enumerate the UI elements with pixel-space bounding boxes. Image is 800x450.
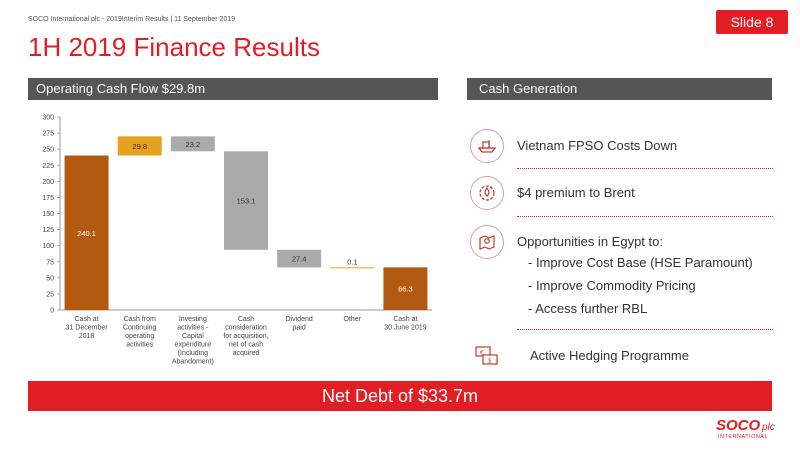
- x-tick-label: paid: [293, 325, 306, 332]
- x-tick-label: for acquisition,: [223, 333, 268, 340]
- waterfall-bar: [330, 267, 375, 269]
- page-title: 1H 2019 Finance Results: [28, 32, 320, 62]
- x-tick-label: operating: [125, 333, 154, 340]
- cash-gen-text-4: Active Hedging Programme: [530, 348, 689, 363]
- y-tick-label: 0: [50, 308, 54, 315]
- x-tick-label: 30 June 2019: [384, 325, 427, 332]
- x-tick-label: 31 December: [66, 325, 109, 332]
- waterfall-chart: 0 25 50 75 100 125 150 175 200 225 250 275 300 240.1 C…: [42, 115, 432, 366]
- egypt-sub-item-1: - Improve Cost Base (HSE Paramount): [528, 255, 753, 270]
- money-exchange-icon: € $: [470, 339, 504, 373]
- x-tick-label: Dividend: [286, 316, 313, 323]
- data-label: 66.3: [398, 285, 413, 294]
- ship-icon: [470, 129, 504, 163]
- data-label: 27.4: [292, 255, 307, 264]
- x-tick-label: Cash: [238, 316, 254, 323]
- x-tick-label: Abandoment): [172, 359, 214, 366]
- svg-text:plc: plc: [761, 422, 775, 433]
- x-tick-label: Cash at: [75, 316, 99, 323]
- divider: [517, 168, 773, 169]
- y-tick-label: 225: [42, 163, 54, 170]
- x-tick-label: 2018: [79, 333, 95, 340]
- y-tick-label: 175: [42, 195, 54, 202]
- svg-text:SOCO: SOCO: [716, 417, 761, 434]
- egypt-sub-item-3: - Access further RBL: [528, 301, 648, 316]
- egypt-sub-item-2: - Improve Commodity Pricing: [528, 278, 696, 293]
- slide-number-badge: Slide 8: [716, 10, 788, 34]
- waterfall-bar: [170, 136, 215, 152]
- x-tick-label: (Including: [178, 350, 208, 357]
- soco-logo: SOCO plc INTERNATIONAL: [716, 417, 775, 440]
- x-tick-label: Cash at: [393, 316, 417, 323]
- x-tick-label: net of cash: [229, 342, 263, 349]
- map-pin-icon: [470, 225, 504, 259]
- oil-drop-gear-icon: [470, 176, 504, 210]
- header-meta: SOCO International plc - 2019Interim Res…: [28, 16, 236, 23]
- data-label: 153.1: [237, 197, 256, 206]
- net-debt-banner: Net Debt of $33.7m: [28, 381, 772, 411]
- y-tick-label: 300: [42, 115, 54, 122]
- x-tick-label: Continuing: [123, 325, 157, 332]
- waterfall-bar: [277, 249, 322, 268]
- svg-text:INTERNATIONAL: INTERNATIONAL: [718, 434, 768, 440]
- data-label: 240.1: [77, 229, 96, 238]
- divider: [517, 216, 773, 217]
- waterfall-bar: [383, 267, 428, 310]
- y-tick-label: 25: [46, 291, 54, 298]
- x-tick-label: activities: [126, 342, 153, 349]
- x-tick-label: Cash from: [124, 316, 156, 323]
- y-tick-label: 200: [42, 179, 54, 186]
- data-label: 0.1: [347, 257, 357, 266]
- data-label: 23.2: [186, 140, 201, 149]
- cash-gen-text-1: Vietnam FPSO Costs Down: [517, 138, 678, 153]
- y-tick-label: 100: [42, 243, 54, 250]
- divider: [517, 329, 773, 330]
- cash-gen-text-2: $4 premium to Brent: [517, 185, 635, 200]
- y-tick-label: 275: [42, 131, 54, 138]
- y-tick-label: 150: [42, 211, 54, 218]
- waterfall-bar: [224, 151, 268, 250]
- cash-gen-text-3: Opportunities in Egypt to:: [517, 234, 663, 249]
- waterfall-bar: [117, 136, 162, 156]
- x-tick-label: expenditure: [175, 342, 212, 349]
- x-tick-label: Capital: [182, 333, 204, 340]
- x-tick-label: Other: [344, 316, 362, 323]
- svg-text:$: $: [488, 358, 492, 365]
- x-tick-label: acquired: [233, 350, 260, 357]
- y-tick-label: 250: [42, 147, 54, 154]
- y-tick-label: 75: [46, 259, 54, 266]
- y-tick-label: 125: [42, 227, 54, 234]
- operating-cash-flow-band: Operating Cash Flow $29.8m: [28, 78, 438, 100]
- x-tick-label: consideration: [225, 325, 267, 332]
- cash-generation-band: Cash Generation: [467, 78, 772, 100]
- y-tick-label: 50: [46, 275, 54, 282]
- waterfall-bar: [64, 155, 109, 310]
- x-tick-label: activities -: [177, 325, 209, 332]
- data-label: 29.8: [132, 142, 147, 151]
- svg-text:€: €: [480, 350, 484, 357]
- x-tick-label: Investing: [179, 316, 207, 323]
